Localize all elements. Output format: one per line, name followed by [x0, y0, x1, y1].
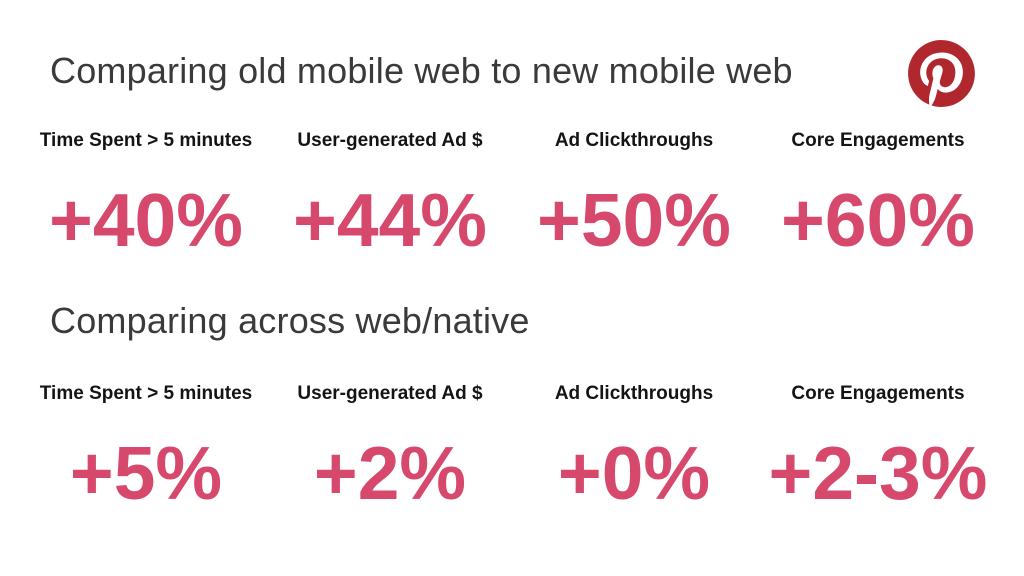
metric-value: +0%	[557, 431, 711, 515]
metric-label: Time Spent > 5 minutes	[39, 383, 253, 404]
metric-ad-clickthroughs: Ad Clickthroughs +50%	[512, 130, 756, 258]
metric-label: Time Spent > 5 minutes	[39, 130, 253, 151]
metric-label: Ad Clickthroughs	[554, 383, 714, 404]
metric-ad-dollars: User-generated Ad $ +2%	[268, 383, 512, 511]
metric-value: +2-3%	[768, 431, 988, 515]
metric-label: Core Engagements	[791, 383, 965, 404]
pinterest-logo-icon	[908, 40, 975, 107]
metric-value: +5%	[69, 431, 223, 515]
metric-core-engagements: Core Engagements +60%	[756, 130, 1000, 258]
metric-label: Ad Clickthroughs	[554, 130, 714, 151]
metric-label: User-generated Ad $	[297, 130, 483, 151]
pinterest-logo-path	[908, 40, 975, 107]
metric-time-spent: Time Spent > 5 minutes +40%	[24, 130, 268, 258]
section-title-old-vs-new: Comparing old mobile web to new mobile w…	[50, 50, 793, 91]
metric-ad-clickthroughs: Ad Clickthroughs +0%	[512, 383, 756, 511]
section-title-web-vs-native: Comparing across web/native	[50, 300, 530, 341]
metrics-row-web-vs-native: Time Spent > 5 minutes +5% User-generate…	[24, 383, 1000, 511]
metric-label: Core Engagements	[791, 130, 965, 151]
metric-value: +60%	[781, 178, 975, 262]
metric-ad-dollars: User-generated Ad $ +44%	[268, 130, 512, 258]
metrics-row-old-vs-new: Time Spent > 5 minutes +40% User-generat…	[24, 130, 1000, 258]
metric-value: +50%	[537, 178, 731, 262]
metric-time-spent: Time Spent > 5 minutes +5%	[24, 383, 268, 511]
metric-value: +2%	[313, 431, 467, 515]
metric-label: User-generated Ad $	[297, 383, 483, 404]
metric-core-engagements: Core Engagements +2-3%	[756, 383, 1000, 511]
metric-value: +44%	[293, 178, 487, 262]
metric-value: +40%	[49, 178, 243, 262]
